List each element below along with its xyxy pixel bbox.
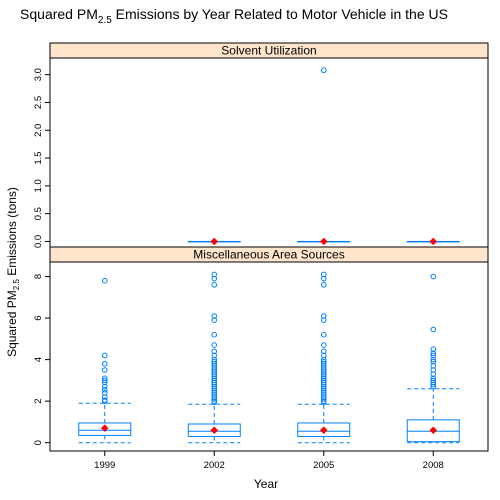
box-iqr: [406, 419, 460, 443]
box-iqr: [78, 422, 132, 436]
outlier-point: [101, 375, 108, 382]
strip-label: Miscellaneous Area Sources: [193, 248, 344, 262]
y-tick-label: 2.5: [33, 96, 44, 109]
y-tick-label: 1.5: [33, 151, 44, 164]
y-tick-label: 2: [33, 399, 44, 404]
outlier-point: [320, 331, 327, 338]
outlier-point: [101, 367, 108, 373]
y-axis-label-prefix: Squared PM: [5, 290, 19, 357]
x-tick-label: 2002: [204, 460, 225, 471]
chart-title-subscript: 2.5: [98, 15, 112, 26]
outlier-point: [101, 277, 108, 284]
y-tick-label: 2.0: [33, 124, 44, 137]
plot-area: Solvent Utilization 0.0 0.5 1.0 1.5 2.0 2.5 3.0…: [33, 42, 489, 471]
outlier-point: [211, 358, 218, 365]
outlier-point: [320, 342, 327, 348]
y-tick-label: 8: [33, 274, 44, 279]
outlier-point: [320, 313, 327, 319]
box-iqr: [297, 422, 351, 437]
outlier-point: [101, 397, 108, 403]
outlier-point: [211, 342, 218, 348]
y-tick-label: 0.0: [33, 235, 44, 248]
y-axis-label: Squared PM2.5 Emissions (tons): [5, 187, 21, 357]
mean-marker: [210, 426, 219, 435]
outlier-point: [211, 331, 218, 338]
mean-marker: [319, 426, 328, 435]
box-iqr: [187, 423, 241, 437]
chart-title-prefix: Squared PM: [20, 6, 98, 22]
outlier-point: [211, 282, 218, 288]
mean-marker: [319, 237, 328, 246]
outlier-point: [320, 348, 327, 355]
outlier-point: [101, 377, 108, 384]
outlier-point: [101, 390, 108, 396]
x-axis-label: Year: [254, 477, 278, 491]
outlier-point: [320, 282, 327, 288]
box-2008: [406, 273, 460, 444]
outlier-point: [320, 67, 327, 74]
y-axis-label-suffix: Emissions (tons): [5, 187, 19, 279]
outlier-point: [430, 377, 437, 384]
outlier-point: [430, 273, 437, 280]
outlier-point: [211, 348, 218, 355]
x-tick-label: 1999: [94, 460, 115, 471]
outlier-point: [430, 326, 437, 333]
y-axis-label-subscript: 2.5: [12, 279, 21, 291]
outlier-point: [430, 352, 437, 359]
y-tick-label: 4: [33, 357, 44, 362]
y-tick-label: 1.0: [33, 179, 44, 192]
box-2002: [187, 237, 241, 246]
mean-marker: [100, 424, 109, 433]
outlier-point: [101, 352, 108, 359]
mean-marker: [210, 237, 219, 246]
outlier-point: [430, 358, 437, 365]
y-tick-label: 3.0: [33, 68, 44, 81]
outlier-point: [101, 386, 108, 393]
x-tick-label: 2005: [313, 460, 334, 471]
panel-2: Miscellaneous Area Sources 0 2 4 6 8: [33, 246, 489, 452]
panel-frame: [49, 261, 489, 452]
y-tick-label: 0.5: [33, 207, 44, 220]
box-2005: [297, 67, 351, 246]
chart-title: Squared PM2.5 Emissions by Year Related …: [20, 6, 448, 26]
box-2008: [406, 237, 460, 246]
outlier-point: [101, 360, 108, 367]
chart-title-suffix: Emissions by Year Related to Motor Vehic…: [112, 6, 448, 22]
outlier-point: [430, 346, 437, 353]
y-tick-label: 0: [33, 440, 44, 445]
x-tick-label: 2008: [423, 460, 444, 471]
y-tick-label: 6: [33, 315, 44, 320]
outlier-point: [320, 358, 327, 365]
outlier-point: [211, 271, 218, 278]
panel-1: Solvent Utilization 0.0 0.5 1.0 1.5 2.0 2.5 3.0: [33, 42, 489, 248]
box-2002: [187, 271, 241, 444]
box-2005: [297, 271, 351, 444]
outlier-point: [320, 271, 327, 278]
box-1999: [78, 277, 132, 444]
outlier-point: [211, 313, 218, 319]
panel-frame: [49, 57, 489, 248]
mean-marker: [429, 426, 438, 435]
strip-label: Solvent Utilization: [221, 44, 316, 58]
mean-marker: [429, 237, 438, 246]
